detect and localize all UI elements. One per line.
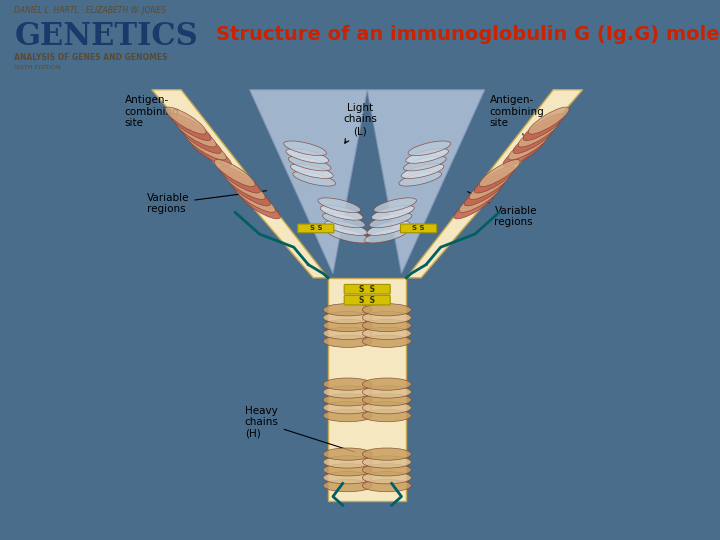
Ellipse shape <box>225 172 265 199</box>
Ellipse shape <box>401 164 444 179</box>
Ellipse shape <box>474 166 515 193</box>
Ellipse shape <box>235 185 275 212</box>
Polygon shape <box>406 90 582 278</box>
Ellipse shape <box>513 126 554 153</box>
Ellipse shape <box>323 464 372 476</box>
Ellipse shape <box>364 228 408 243</box>
Ellipse shape <box>480 159 520 187</box>
Ellipse shape <box>408 141 451 156</box>
Ellipse shape <box>528 107 569 134</box>
Text: S  S: S S <box>359 285 375 294</box>
Ellipse shape <box>362 319 411 332</box>
Text: SIXTH EDITION: SIXTH EDITION <box>14 65 61 70</box>
Ellipse shape <box>399 171 441 186</box>
Ellipse shape <box>288 156 331 171</box>
Ellipse shape <box>362 480 411 492</box>
Ellipse shape <box>323 402 372 414</box>
Ellipse shape <box>320 205 363 220</box>
Ellipse shape <box>323 471 372 484</box>
Text: ANALYSIS OF GENES AND GENOMES: ANALYSIS OF GENES AND GENOMES <box>14 53 168 62</box>
Ellipse shape <box>372 205 414 220</box>
Text: Light
chains
(L): Light chains (L) <box>343 103 377 143</box>
Ellipse shape <box>323 303 372 316</box>
Polygon shape <box>328 278 406 501</box>
Ellipse shape <box>166 107 206 134</box>
Ellipse shape <box>220 166 260 193</box>
Text: DANIEL L. HARTL · ELIZABETH W. JONES: DANIEL L. HARTL · ELIZABETH W. JONES <box>14 5 166 15</box>
Ellipse shape <box>323 312 372 324</box>
Ellipse shape <box>323 335 372 347</box>
Text: Antigen-
combining
site: Antigen- combining site <box>125 95 208 137</box>
Ellipse shape <box>362 303 411 316</box>
FancyBboxPatch shape <box>344 295 390 305</box>
Text: S S: S S <box>310 225 322 232</box>
Ellipse shape <box>369 213 412 228</box>
Ellipse shape <box>215 159 255 187</box>
Ellipse shape <box>362 464 411 476</box>
Polygon shape <box>250 90 367 273</box>
Ellipse shape <box>323 448 372 460</box>
Ellipse shape <box>362 471 411 484</box>
Ellipse shape <box>286 148 328 163</box>
Ellipse shape <box>362 402 411 414</box>
FancyBboxPatch shape <box>297 224 334 233</box>
Ellipse shape <box>454 192 495 219</box>
Ellipse shape <box>191 139 231 166</box>
Text: GENETICS: GENETICS <box>14 21 198 52</box>
Ellipse shape <box>374 198 416 213</box>
Text: Heavy
chains
(H): Heavy chains (H) <box>245 406 355 452</box>
Ellipse shape <box>318 198 361 213</box>
Ellipse shape <box>186 133 226 160</box>
Ellipse shape <box>325 221 367 235</box>
Ellipse shape <box>323 213 365 228</box>
FancyBboxPatch shape <box>400 224 437 233</box>
Ellipse shape <box>323 386 372 398</box>
Ellipse shape <box>508 133 549 160</box>
Ellipse shape <box>362 448 411 460</box>
Text: S S: S S <box>413 225 425 232</box>
Ellipse shape <box>240 192 280 219</box>
Ellipse shape <box>503 139 544 166</box>
Ellipse shape <box>284 141 326 156</box>
Ellipse shape <box>367 221 410 235</box>
Text: Structure of an immunoglobulin G (Ig.G) molecule: Structure of an immunoglobulin G (Ig.G) … <box>216 24 720 44</box>
Ellipse shape <box>323 456 372 468</box>
Ellipse shape <box>518 120 559 147</box>
Ellipse shape <box>362 386 411 398</box>
Text: S  S: S S <box>359 295 375 305</box>
Ellipse shape <box>291 164 333 179</box>
Polygon shape <box>152 90 328 278</box>
Ellipse shape <box>523 113 564 140</box>
Ellipse shape <box>323 378 372 390</box>
FancyBboxPatch shape <box>344 285 390 294</box>
Ellipse shape <box>293 171 336 186</box>
Ellipse shape <box>181 126 221 153</box>
Ellipse shape <box>323 480 372 492</box>
Ellipse shape <box>403 156 446 171</box>
Ellipse shape <box>469 172 510 199</box>
Ellipse shape <box>362 335 411 347</box>
Ellipse shape <box>327 228 370 243</box>
Ellipse shape <box>362 327 411 340</box>
Text: Variable
regions: Variable regions <box>147 191 266 214</box>
Ellipse shape <box>362 456 411 468</box>
Ellipse shape <box>323 319 372 332</box>
Polygon shape <box>367 90 485 273</box>
Ellipse shape <box>362 378 411 390</box>
Ellipse shape <box>362 409 411 422</box>
Ellipse shape <box>176 120 216 147</box>
Ellipse shape <box>459 185 500 212</box>
Text: Variable
regions: Variable regions <box>467 192 537 227</box>
Ellipse shape <box>171 113 211 140</box>
Ellipse shape <box>230 179 270 206</box>
Text: Antigen-
combining
site: Antigen- combining site <box>490 95 544 135</box>
Ellipse shape <box>362 394 411 406</box>
Ellipse shape <box>323 327 372 340</box>
Ellipse shape <box>323 409 372 422</box>
Ellipse shape <box>406 148 449 163</box>
Ellipse shape <box>464 179 505 206</box>
Ellipse shape <box>323 394 372 406</box>
Ellipse shape <box>362 312 411 324</box>
